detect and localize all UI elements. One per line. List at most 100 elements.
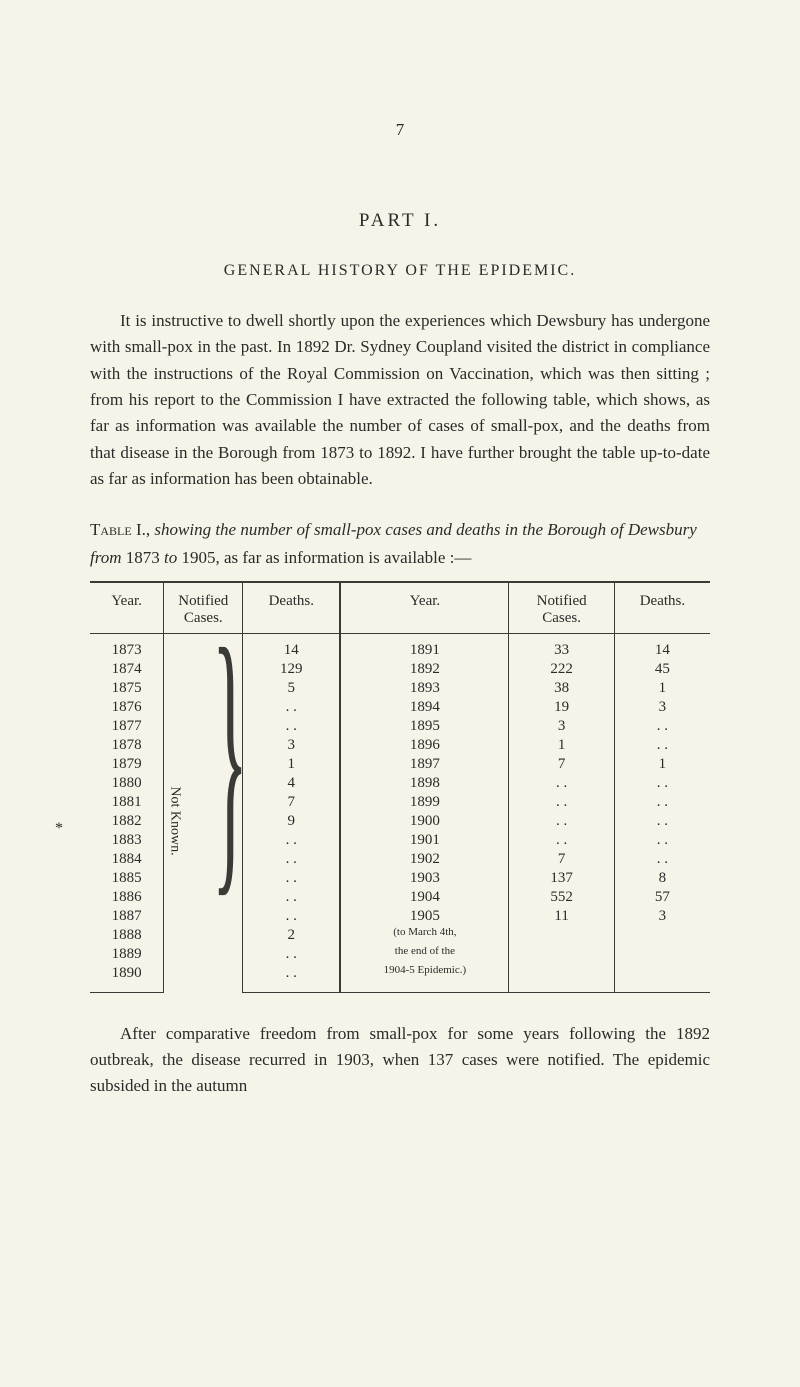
cell-deaths: . . [243, 907, 341, 926]
cell-deaths: 5 [243, 679, 341, 698]
caption-end: 1905, as far as information is available… [177, 548, 471, 567]
cell-notified: 38 [509, 679, 614, 698]
cell-year: 1890 [90, 964, 164, 993]
cell-notified: 7 [509, 850, 614, 869]
cell-deaths: 3 [614, 698, 710, 717]
cell-notified: 222 [509, 660, 614, 679]
caption-lead: Table I., [90, 520, 154, 539]
table-body: 1873}Not Known.1418913314187412918922224… [90, 633, 710, 992]
not-known-label: Not Known. [167, 786, 183, 855]
cell-deaths: . . [614, 812, 710, 831]
header-notified-2: Notified Cases. [509, 582, 614, 634]
cell-year: 1875 [90, 679, 164, 698]
cell-deaths: . . [614, 717, 710, 736]
cell-year: 1891 [340, 633, 509, 660]
cell-notified: . . [509, 812, 614, 831]
cell-deaths: . . [243, 850, 341, 869]
cell-year: 1888 [90, 926, 164, 945]
cell-deaths: 1 [614, 755, 710, 774]
cell-year: 1874 [90, 660, 164, 679]
cell-deaths: . . [243, 964, 341, 993]
cell-year: the end of the [340, 945, 509, 964]
cell-deaths: . . [243, 717, 341, 736]
table-caption: Table I., showing the number of small-po… [90, 516, 710, 570]
header-year-2: Year. [340, 582, 509, 634]
cell-deaths: . . [243, 869, 341, 888]
cell-year: 1897 [340, 755, 509, 774]
cell-year: (to March 4th, [340, 926, 509, 945]
cell-year: 1898 [340, 774, 509, 793]
cell-year: 1895 [340, 717, 509, 736]
cell-deaths: 1 [614, 679, 710, 698]
cell-year: 1884 [90, 850, 164, 869]
page-number: 7 [90, 120, 710, 140]
cell-notified: 11 [509, 907, 614, 926]
cell-year: 1873 [90, 633, 164, 660]
cell-deaths: 129 [243, 660, 341, 679]
cell-deaths: . . [243, 831, 341, 850]
cell-deaths [614, 926, 710, 945]
cell-deaths: . . [614, 850, 710, 869]
cell-year: 1899 [340, 793, 509, 812]
header-year: Year. [90, 582, 164, 634]
cell-notified [509, 964, 614, 993]
cell-deaths [614, 964, 710, 993]
side-mark: * [55, 820, 63, 838]
header-deaths-2: Deaths. [614, 582, 710, 634]
cell-deaths: . . [243, 698, 341, 717]
cell-year: 1879 [90, 755, 164, 774]
cell-year: 1901 [340, 831, 509, 850]
cell-year: 1881 [90, 793, 164, 812]
cell-deaths: . . [614, 736, 710, 755]
cell-year: 1887 [90, 907, 164, 926]
cell-deaths: 9 [243, 812, 341, 831]
cell-deaths: . . [243, 945, 341, 964]
cell-notified: 3 [509, 717, 614, 736]
header-deaths: Deaths. [243, 582, 341, 634]
cell-deaths: 14 [614, 633, 710, 660]
cell-notified: . . [509, 793, 614, 812]
cell-year: 1880 [90, 774, 164, 793]
cell-deaths: 45 [614, 660, 710, 679]
cell-deaths: 2 [243, 926, 341, 945]
table-row: 1873}Not Known.1418913314 [90, 633, 710, 660]
caption-mid: 1873 [122, 548, 165, 567]
data-table: Year. Notified Cases. Deaths. Year. Noti… [90, 581, 710, 993]
cell-deaths: . . [243, 888, 341, 907]
cell-notified [509, 926, 614, 945]
cell-notified: . . [509, 774, 614, 793]
cell-deaths: 3 [243, 736, 341, 755]
cell-deaths [614, 945, 710, 964]
cell-deaths: . . [614, 793, 710, 812]
cell-notified: 19 [509, 698, 614, 717]
cell-notified: 552 [509, 888, 614, 907]
cell-deaths: 3 [614, 907, 710, 926]
cell-deaths: 4 [243, 774, 341, 793]
cell-deaths: . . [614, 831, 710, 850]
cell-notified: 7 [509, 755, 614, 774]
cell-notified [509, 945, 614, 964]
cell-year: 1892 [340, 660, 509, 679]
cell-year: 1900 [340, 812, 509, 831]
cell-deaths: 1 [243, 755, 341, 774]
cell-notified: 1 [509, 736, 614, 755]
cell-notified: 33 [509, 633, 614, 660]
caption-italic-2: to [164, 548, 177, 567]
cell-year: 1885 [90, 869, 164, 888]
cell-year: 1876 [90, 698, 164, 717]
cell-notified: 137 [509, 869, 614, 888]
table-header-row: Year. Notified Cases. Deaths. Year. Noti… [90, 582, 710, 634]
cell-deaths: 7 [243, 793, 341, 812]
cell-year: 1904-5 Epidemic.) [340, 964, 509, 993]
cell-notified: . . [509, 831, 614, 850]
cell-year: 1904 [340, 888, 509, 907]
cell-deaths: 8 [614, 869, 710, 888]
cell-notified-left: }Not Known. [164, 633, 243, 992]
cell-deaths: 57 [614, 888, 710, 907]
cell-year: 1893 [340, 679, 509, 698]
cell-deaths: 14 [243, 633, 341, 660]
cell-year: 1896 [340, 736, 509, 755]
cell-year: 1883 [90, 831, 164, 850]
cell-year: 1886 [90, 888, 164, 907]
cell-year: 1894 [340, 698, 509, 717]
